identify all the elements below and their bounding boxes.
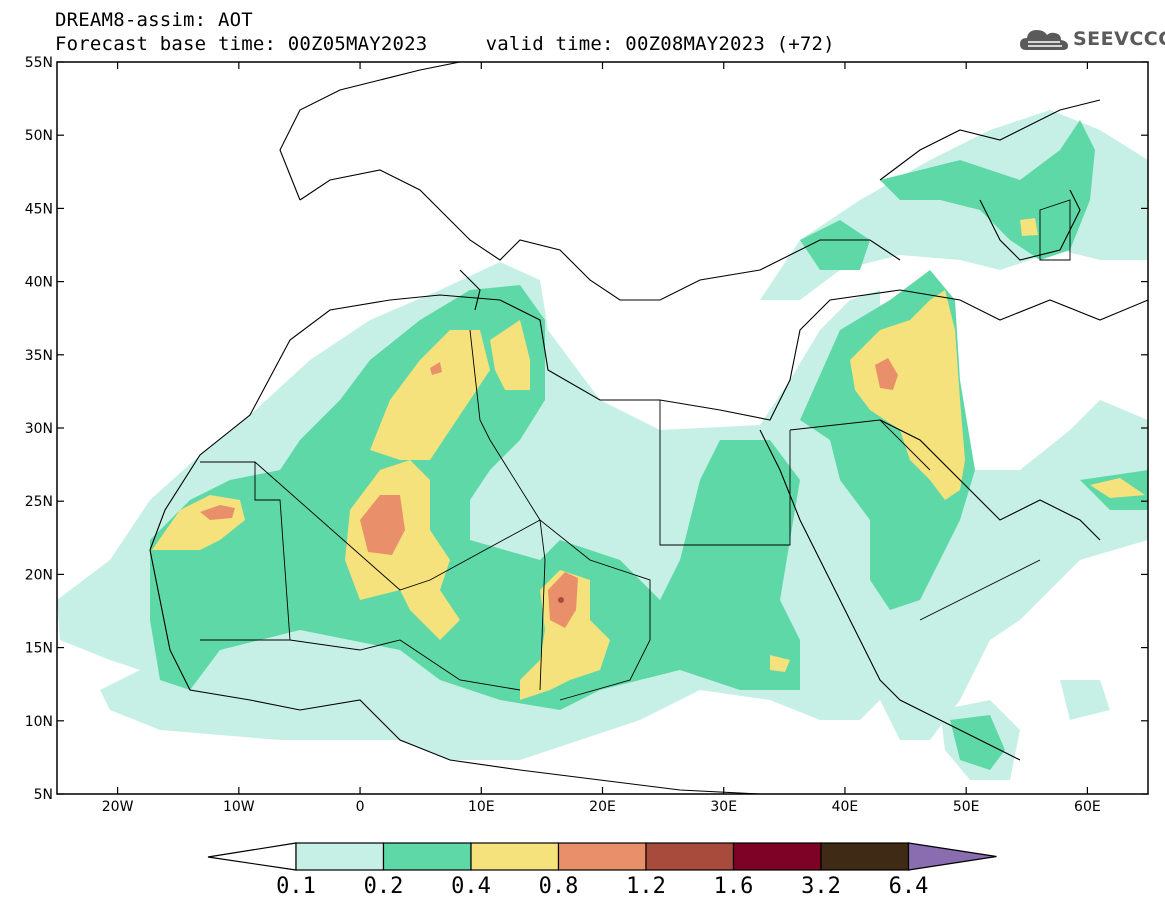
aot-contour-1.2: [558, 597, 564, 603]
coastlines: [149, 62, 1148, 794]
lat-label: 10N: [25, 714, 53, 730]
colorbar-level-label: 0.1: [276, 874, 316, 899]
lat-label: 45N: [25, 201, 53, 217]
colorbar-box: [732, 842, 822, 871]
colorbar-labels: 0.1 0.2 0.4 0.8 1.2 1.6 3.2 6.4: [276, 874, 928, 899]
lon-label: 50E: [953, 799, 980, 815]
lon-label: 20W: [102, 799, 134, 815]
country-borders: [200, 199, 1071, 701]
colorbar-boxes: [295, 842, 997, 871]
colorbar-level-label: 3.2: [801, 874, 841, 899]
colorbar-box: [820, 842, 910, 871]
colorbar-level-label: 0.4: [451, 874, 491, 899]
colorbar-level-label: 0.2: [364, 874, 404, 899]
lat-label: 25N: [25, 494, 53, 510]
lat-label: 40N: [25, 275, 53, 291]
lat-label: 55N: [25, 55, 53, 71]
lon-label: 10E: [468, 799, 495, 815]
colorbar-level-label: 1.2: [626, 874, 666, 899]
lon-label: 0: [356, 799, 365, 815]
aot-fields: [57, 110, 1148, 780]
lon-label: 40E: [832, 799, 859, 815]
lat-label: 30N: [25, 421, 53, 437]
colorbar-box: [557, 842, 647, 871]
colorbar-level-label: 1.6: [714, 874, 754, 899]
lon-label: 20E: [589, 799, 616, 815]
lon-axis: 20W 10W 0 10E 20E 30E 40E 50E 60E: [102, 62, 1101, 815]
lat-label: 5N: [34, 787, 53, 803]
cloud-icon: [1020, 30, 1068, 50]
lat-axis: 55N 50N 45N 40N 35N 30N 25N 20N 15N 10N 5N: [25, 55, 1148, 803]
lat-label: 35N: [25, 348, 53, 364]
colorbar-box: [295, 842, 385, 871]
colorbar-low-arrow: [207, 842, 297, 871]
title-product: DREAM8-assim: AOT: [55, 9, 253, 31]
colorbar-box: [382, 842, 472, 871]
colorbar-box: [645, 842, 735, 871]
lon-label: 30E: [710, 799, 737, 815]
colorbar-level-label: 6.4: [889, 874, 929, 899]
aot-contour-0.4: [152, 218, 1145, 700]
lat-label: 20N: [25, 567, 53, 583]
lon-label: 60E: [1074, 799, 1101, 815]
title-times: Forecast base time: 00Z05MAY2023 valid t…: [55, 33, 835, 55]
lat-label: 15N: [25, 641, 53, 657]
seevccc-logo: SEEVCCC: [1018, 24, 1165, 56]
lat-label: 50N: [25, 128, 53, 144]
colorbar-level-label: 0.8: [539, 874, 579, 899]
colorbar-box: [470, 842, 560, 871]
lon-label: 10W: [223, 799, 255, 815]
logo-text: SEEVCCC: [1073, 28, 1165, 50]
colorbar-high-arrow: [907, 842, 997, 871]
